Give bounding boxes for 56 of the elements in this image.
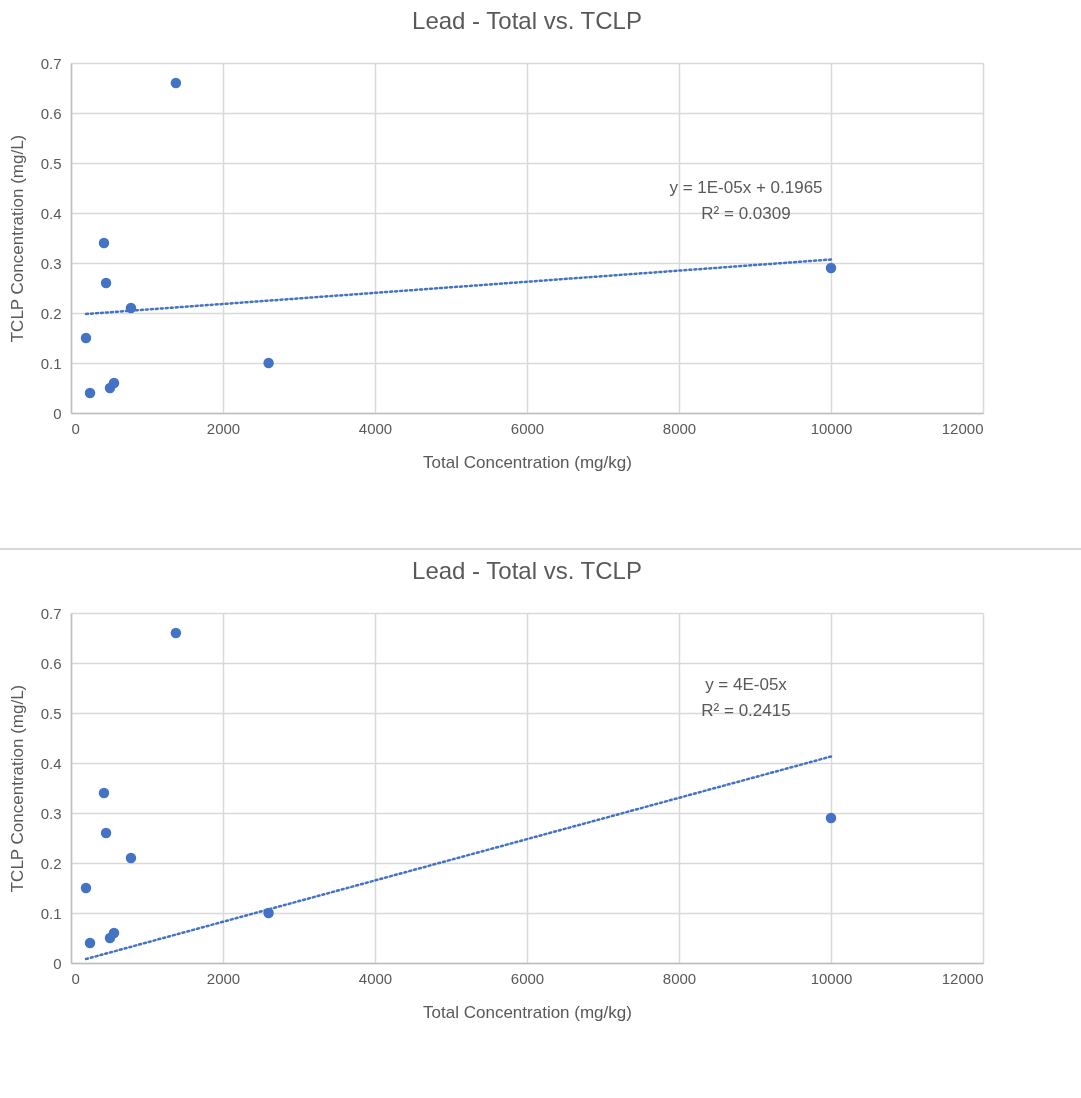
annotation: R² = 0.2415 [701, 700, 791, 720]
x-tick-label: 6000 [510, 969, 545, 987]
y-tick-label: 0.7 [40, 604, 62, 622]
x-tick-label: 12000 [941, 419, 984, 437]
y-tick-label: 0.6 [40, 654, 62, 672]
x-tick-label: 4000 [358, 969, 393, 987]
point [825, 812, 837, 824]
point [100, 277, 112, 289]
chart-title: Lead - Total vs. TCLP [412, 557, 642, 584]
x-tick-label: 4000 [358, 419, 393, 437]
annotation: R² = 0.0309 [701, 203, 791, 223]
point [108, 927, 120, 939]
point [170, 627, 182, 639]
point [80, 882, 92, 894]
annotation: y = 1E-05x + 0.1965 [669, 177, 823, 197]
y-tick-label: 0 [53, 404, 62, 422]
y-tick-label: 0.1 [40, 904, 62, 922]
point [98, 237, 110, 249]
x-axis-title: Total Concentration (mg/kg) [423, 1002, 632, 1022]
y-tick-label: 0.1 [40, 354, 62, 372]
x-tick-label: 0 [71, 419, 80, 437]
chart-title: Lead - Total vs. TCLP [412, 7, 642, 34]
y-tick-label: 0.2 [40, 304, 62, 322]
point [125, 852, 137, 864]
y-tick-label: 0 [53, 954, 62, 972]
annotation: y = 4E-05x [705, 674, 788, 694]
y-tick-label: 0.7 [40, 54, 62, 72]
y-tick-label: 0.4 [40, 754, 62, 772]
y-tick-label: 0.6 [40, 104, 62, 122]
y-tick-label: 0.3 [40, 254, 62, 272]
x-tick-label: 10000 [810, 969, 853, 987]
x-tick-label: 2000 [206, 969, 241, 987]
x-axis-title: Total Concentration (mg/kg) [423, 452, 632, 472]
point [263, 357, 274, 369]
x-tick-label: 0 [71, 969, 80, 987]
y-axis-title: TCLP Concentration (mg/L) [7, 684, 27, 893]
x-tick-label: 8000 [662, 969, 697, 987]
x-tick-label: 10000 [810, 419, 853, 437]
x-tick-label: 8000 [662, 419, 697, 437]
y-tick-label: 0.4 [40, 204, 62, 222]
point [825, 262, 837, 274]
y-axis-title: TCLP Concentration (mg/L) [7, 134, 27, 343]
point [100, 827, 112, 839]
x-tick-label: 6000 [510, 419, 545, 437]
x-tick-label: 2000 [206, 419, 241, 437]
y-tick-label: 0.2 [40, 854, 62, 872]
point [80, 332, 92, 344]
y-tick-label: 0.5 [40, 154, 62, 172]
point [84, 937, 96, 949]
point [170, 77, 182, 89]
point [98, 787, 110, 799]
y-tick-label: 0.5 [40, 704, 62, 722]
point [84, 387, 96, 399]
x-tick-label: 12000 [941, 969, 984, 987]
point [108, 377, 120, 389]
y-tick-label: 0.3 [40, 804, 62, 822]
